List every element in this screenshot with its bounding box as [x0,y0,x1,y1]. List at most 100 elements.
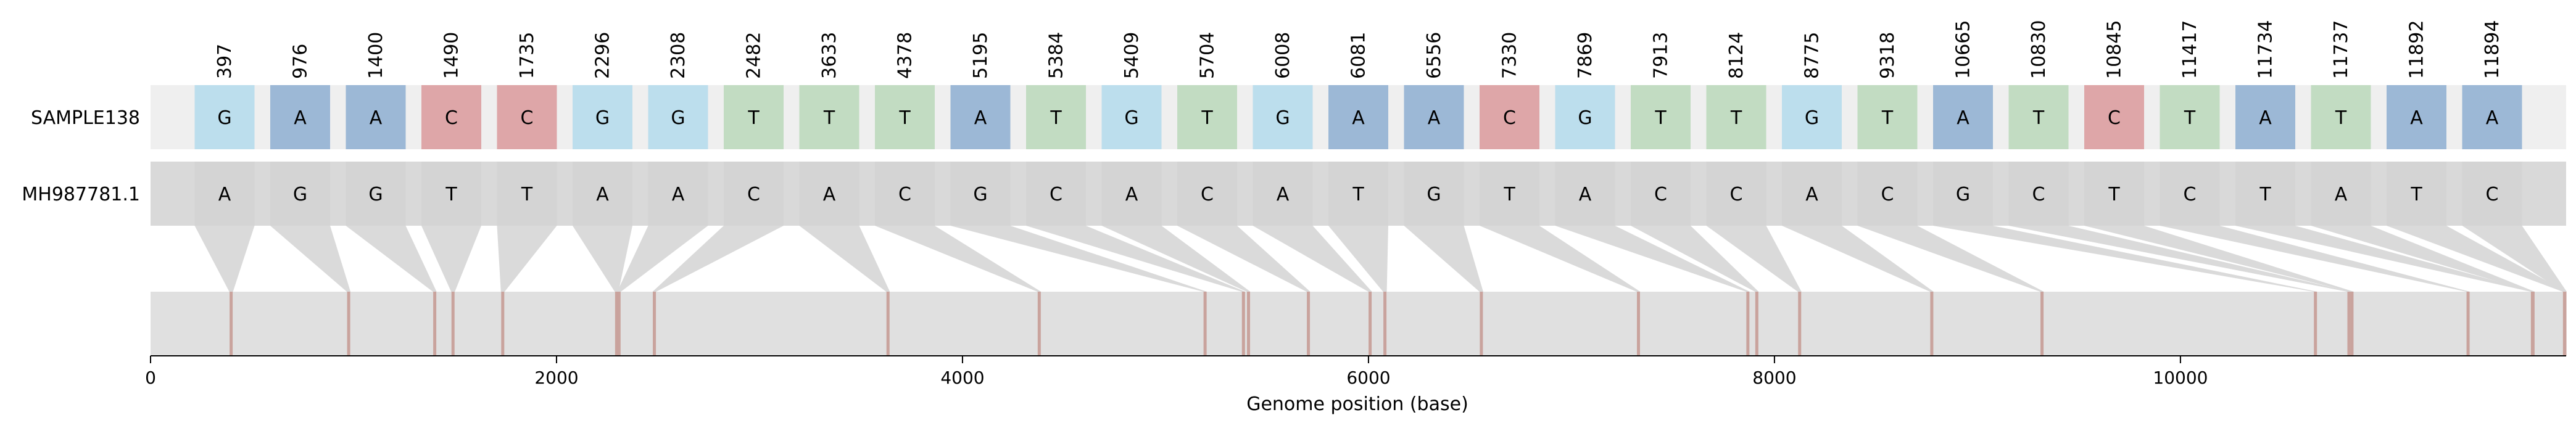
position-label: 4378 [895,32,916,79]
variant-marker [433,292,437,356]
variant-marker [653,292,656,356]
sample-base-box [648,85,708,149]
sample-base-label: C [1503,107,1516,129]
variant-connector [1857,226,2044,292]
variant-connector [950,226,1207,292]
sample-base-label: G [671,107,685,129]
sample-base-box [724,85,784,149]
sample-base-label: A [2259,107,2272,129]
sample-base-label: A [1957,107,1969,129]
reference-base-box [270,162,330,226]
position-label: 5409 [1121,32,1143,79]
variant-connector [1328,226,1388,292]
variant-marker [617,292,621,356]
sample-base-box [2311,85,2371,149]
sample-base-box [1253,85,1313,149]
sample-base-box [1026,85,1086,149]
sample-base-label: G [1578,107,1592,129]
reference-base-box [194,162,255,226]
position-label: 2296 [592,32,614,79]
reference-base-box [2084,162,2144,226]
variant-connector [2387,226,2567,292]
sample-base-box [2387,85,2446,149]
sample-base-box [2462,85,2522,149]
variant-connector [1706,226,1802,292]
reference-base-box [950,162,1011,226]
x-axis-ticks: 0 2000 4000 6000 8000 10000 [145,356,2208,388]
variant-connector [1101,226,1251,292]
sample-row-label: SAMPLE138 [31,107,140,129]
sample-base-label: C [2108,107,2121,129]
variant-connector [194,226,255,292]
reference-base-box [346,162,406,226]
variant-marker [2531,292,2535,356]
reference-base-label: A [823,184,836,205]
sample-base-label: T [1654,107,1667,129]
reference-base-label: T [445,184,457,205]
variant-connector [617,226,708,292]
reference-base-box [799,162,859,226]
sample-base-box [1933,85,1993,149]
reference-base-label: T [1503,184,1515,205]
sample-base-box [1706,85,1766,149]
position-label: 6081 [1348,32,1370,79]
position-label: 9318 [1877,32,1899,79]
reference-base-box [1631,162,1691,226]
reference-base-label: C [898,184,911,205]
reference-base-label: G [973,184,987,205]
position-label: 397 [214,44,236,79]
sample-base-label: T [1050,107,1062,129]
sample-base-box [1857,85,1918,149]
reference-base-box [573,162,632,226]
reference-base-box [1857,162,1918,226]
variant-marker [230,292,233,356]
sample-base-label: A [370,107,383,129]
variant-connector [2084,226,2354,292]
reference-base-box [1555,162,1615,226]
reference-base-box [648,162,708,226]
variant-connector [1253,226,1372,292]
sample-base-label: T [1201,107,1213,129]
position-label: 3633 [819,32,840,79]
variant-marker [1203,292,1207,356]
sample-base-label: A [974,107,987,129]
reference-base-label: G [293,184,307,205]
position-label: 11894 [2482,20,2503,79]
sample-base-label: T [747,107,760,129]
sample-base-label: T [2184,107,2196,129]
reference-base-label: G [1427,184,1441,205]
variant-marker [2040,292,2044,356]
sample-base-box [2008,85,2069,149]
position-label: 1490 [441,32,463,79]
reference-base-label: C [1881,184,1894,205]
variant-connector [2160,226,2470,292]
position-label: 11734 [2255,20,2277,79]
reference-base-box [875,162,935,226]
sample-base-label: A [294,107,307,129]
variant-connector [573,226,632,292]
variant-connector [2008,226,2351,292]
x-tick-label: 4000 [940,368,984,388]
reference-base-label: C [1654,184,1667,205]
variant-connector [2462,226,2567,292]
sample-base-label: A [1428,107,1441,129]
reference-base-box [1933,162,1993,226]
variant-marker [347,292,350,356]
sample-base-box [421,85,481,149]
reference-base-box [497,162,557,226]
reference-base-box [421,162,481,226]
reference-base-box [1706,162,1766,226]
variant-marker [1637,292,1641,356]
reference-base-label: C [2032,184,2045,205]
reference-base-label: A [1805,184,1818,205]
sample-base-label: G [1124,107,1138,129]
variant-marker [2563,292,2567,356]
x-tick-label: 2000 [534,368,578,388]
sample-base-box [1631,85,1691,149]
variant-connector [1631,226,1759,292]
variant-connector [1026,226,1246,292]
variant-connector [421,226,481,292]
position-label: 1735 [516,32,538,79]
reference-base-box [1101,162,1162,226]
reference-base-box [2387,162,2446,226]
